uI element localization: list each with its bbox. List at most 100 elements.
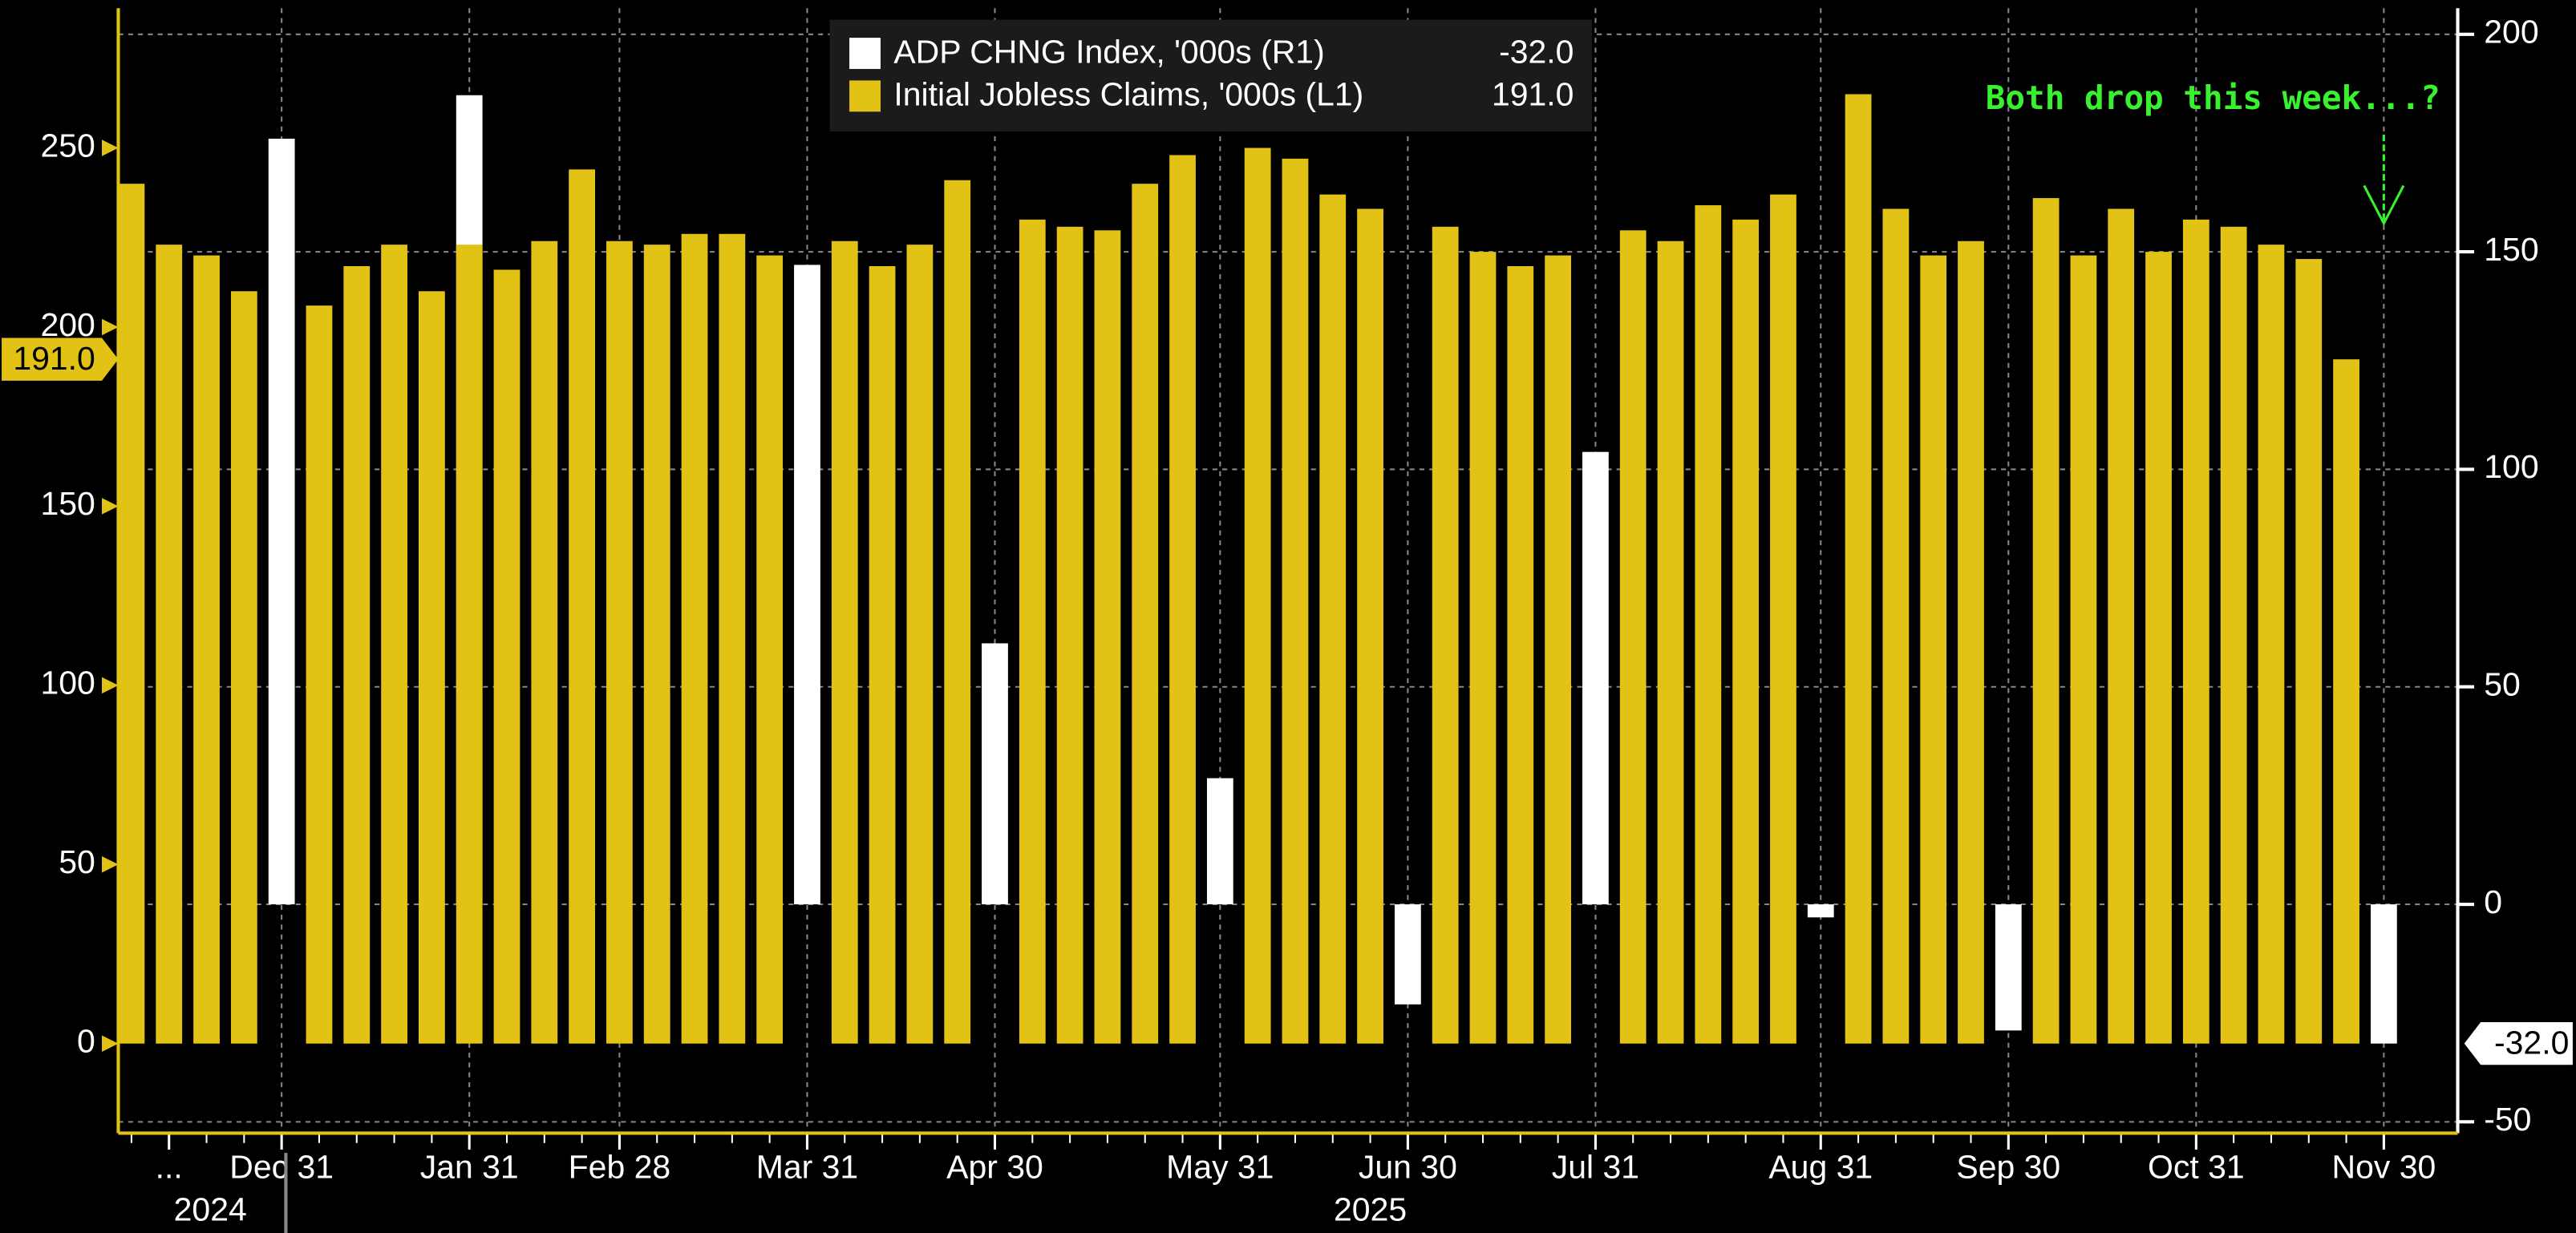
bar (1432, 226, 1459, 1044)
bar (1882, 208, 1910, 1044)
y2-tick-label: 100 (2484, 448, 2538, 485)
bar (794, 265, 820, 905)
y-tick-label: 250 (40, 127, 95, 164)
x-tick-label: Jan 31 (420, 1148, 519, 1185)
bar (1244, 148, 1271, 1044)
legend-label: Initial Jobless Claims, '000s (L1) (893, 76, 1363, 113)
bar (831, 241, 858, 1044)
bar (1619, 230, 1646, 1044)
bar (1845, 94, 1872, 1044)
legend-label: ADP CHNG Index, '000s (R1) (893, 33, 1324, 70)
x-tick-label: Apr 30 (946, 1148, 1043, 1185)
bar (719, 233, 746, 1044)
bar (1282, 158, 1309, 1044)
bar (1469, 252, 1497, 1044)
x-tick-label: Oct 31 (2148, 1148, 2245, 1185)
bar (2370, 904, 2397, 1044)
y2-tick-label: 50 (2484, 666, 2521, 703)
y2-tick-label: 200 (2484, 14, 2538, 51)
y-tick-label: 200 (40, 306, 95, 343)
y-tick (102, 677, 119, 694)
legend-value: 191.0 (1492, 76, 1574, 113)
y-tick-label: 50 (59, 843, 95, 880)
last-value-tag (2464, 1022, 2573, 1065)
bar (1545, 255, 1572, 1044)
bar (2258, 245, 2285, 1044)
y-tick (102, 1035, 119, 1052)
y-tick (102, 318, 119, 336)
bar (1206, 778, 1233, 905)
bar (2108, 208, 2135, 1044)
bar (1995, 904, 2022, 1031)
y-tick-label: 150 (40, 485, 95, 522)
y2-tick-label: 150 (2484, 231, 2538, 268)
x-tick-label: Aug 31 (1768, 1148, 1873, 1185)
x-tick-label: Jun 30 (1359, 1148, 1457, 1185)
bar (982, 643, 1008, 905)
bar (1056, 226, 1083, 1044)
bar (1920, 255, 1947, 1044)
bar (1807, 904, 1834, 918)
year-label: 2025 (1334, 1191, 1407, 1228)
bar (1019, 219, 1046, 1044)
bar (2070, 255, 2097, 1044)
bar (2032, 198, 2060, 1044)
bars (118, 94, 2397, 1044)
bar (869, 265, 896, 1044)
bar (1394, 904, 1421, 1005)
bar (306, 305, 333, 1044)
bar (2182, 219, 2209, 1044)
bar (1958, 241, 1984, 1044)
y-tick (102, 139, 119, 156)
bar (118, 184, 145, 1044)
year-label: 2024 (174, 1191, 247, 1228)
bar (456, 245, 483, 1044)
bar (156, 245, 183, 1044)
y-tick (102, 856, 119, 873)
axes: -50 0 50 100 150 200 0 50 100 150 200 250... Dec 31 J… (2, 8, 2573, 1233)
last-value-tag (2, 338, 119, 381)
x-tick-label: May 31 (1166, 1148, 1274, 1185)
bar (2333, 359, 2359, 1044)
last-value-label: -32.0 (2494, 1025, 2569, 1061)
x-tick-label: Feb 28 (569, 1148, 670, 1185)
y2-tick-label: -50 (2484, 1101, 2531, 1138)
last-value-label: 191.0 (13, 340, 95, 377)
y-tick (102, 498, 119, 515)
annotation-arrowhead (2363, 184, 2405, 226)
x-tick-label: Dec 31 (229, 1148, 334, 1185)
bar (381, 245, 407, 1044)
x-tick-label: Mar 31 (756, 1148, 858, 1185)
y-tick-label: 100 (40, 665, 95, 701)
x-tick-label: Jul 31 (1552, 1148, 1639, 1185)
x-tick-label: Sep 30 (1956, 1148, 2060, 1185)
bar (2295, 259, 2323, 1044)
bar (1169, 155, 1196, 1044)
bar (268, 139, 295, 905)
x-tick-label: ... (156, 1148, 183, 1185)
legend-swatch (849, 38, 881, 70)
bar (1507, 265, 1534, 1044)
bar (531, 241, 558, 1044)
annotation: Both drop this week...? (1986, 79, 2440, 117)
bar (193, 255, 220, 1044)
bar (1319, 194, 1347, 1044)
y-tick-label: 0 (77, 1023, 95, 1060)
bar (1695, 205, 1722, 1044)
bar (419, 291, 445, 1044)
bar (1770, 194, 1796, 1044)
y2-tick-label: 0 (2484, 883, 2502, 920)
bar (944, 180, 971, 1044)
bar (1582, 451, 1609, 905)
bar (1132, 184, 1159, 1044)
bar (2220, 226, 2247, 1044)
x-tick-label: Nov 30 (2331, 1148, 2436, 1185)
bar (2145, 252, 2172, 1044)
bar (1732, 219, 1760, 1044)
bar (1094, 230, 1121, 1044)
bar (756, 255, 784, 1044)
bar (643, 245, 670, 1044)
bar (1357, 208, 1383, 1044)
bar (569, 169, 596, 1044)
